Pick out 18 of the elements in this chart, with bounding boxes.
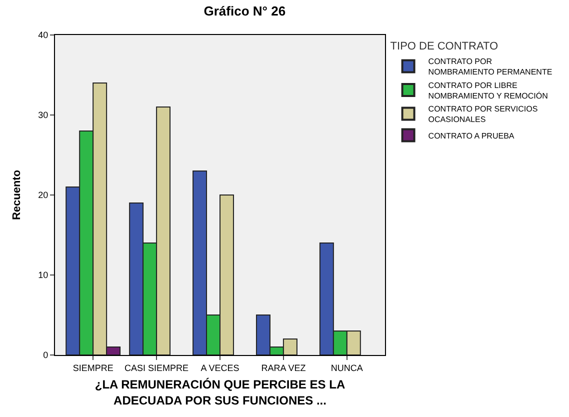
x-tick-label: CASI SIEMPRE — [124, 362, 189, 373]
legend-label: CONTRATO A PRUEBA — [428, 131, 515, 140]
x-tick-label: SIEMPRE — [72, 362, 114, 373]
chart-title: Gráfico N° 26 — [204, 3, 286, 18]
legend-label: CONTRATO POR LIBRE NOMBRAMIENTO Y REMOCIÓN — [428, 80, 548, 100]
y-tick-label: 10 — [38, 270, 48, 280]
legend-label: CONTRATO POR SERVICIOS OCASIONALES — [428, 104, 538, 124]
y-tick-label: 40 — [38, 30, 48, 40]
x-tick-label: NUNCA — [330, 362, 363, 373]
y-tick-label: 20 — [38, 190, 48, 200]
x-axis-title: ¿LA REMUNERACIÓN QUE PERCIBE ES LA ADECUADA POR SUS FUNCIONES ... — [94, 378, 346, 408]
legend-title: TIPO DE CONTRATO — [390, 40, 499, 52]
x-tick-label: RARA VEZ — [261, 362, 306, 373]
y-tick-label: 30 — [38, 110, 48, 120]
y-tick-label: 0 — [43, 350, 48, 360]
x-tick-label: A VECES — [200, 362, 240, 373]
legend-label: CONTRATO POR NOMBRAMIENTO PERMANENTE — [428, 57, 552, 77]
y-axis-title: Recuento — [10, 170, 23, 220]
